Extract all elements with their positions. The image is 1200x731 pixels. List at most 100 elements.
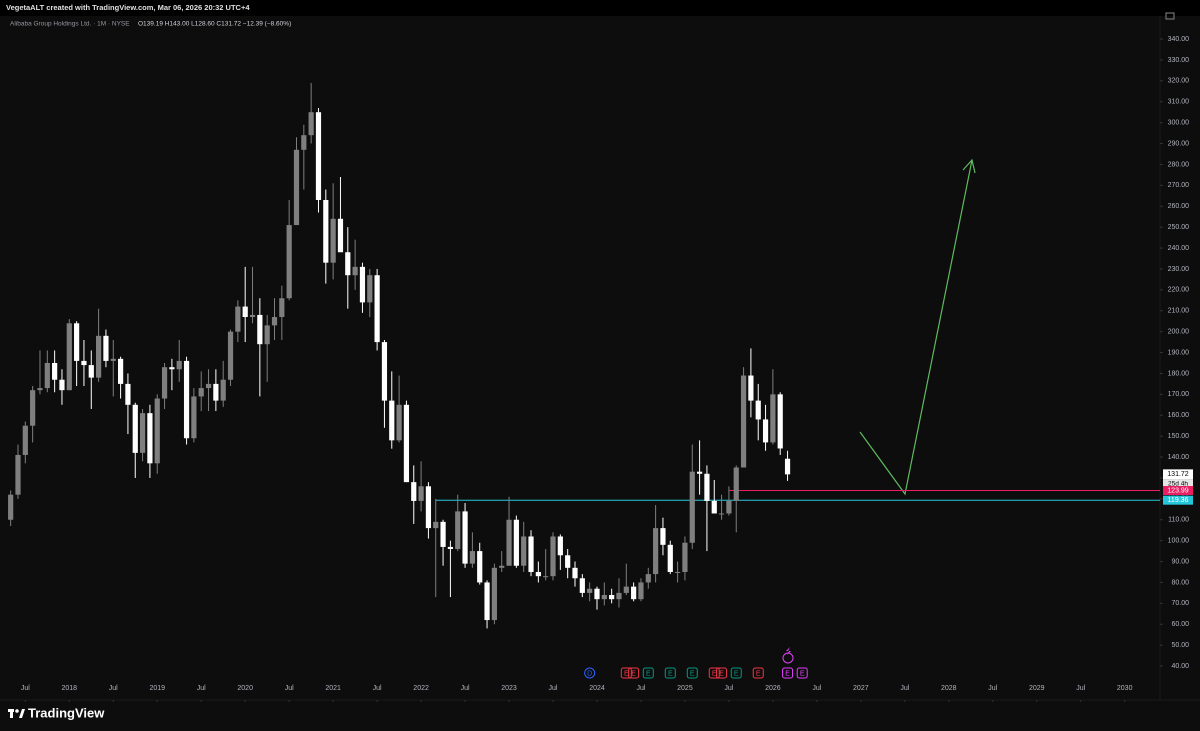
x-tick-label: Jul [197, 685, 206, 692]
ohlc: O139.19 H143.00 L128.60 C131.72 −12.39 (… [138, 21, 291, 28]
candle-body [682, 542, 688, 572]
candle-body [521, 536, 527, 566]
y-tick-label: 80.00 [1171, 579, 1189, 586]
event-label: E [719, 670, 724, 677]
event-marker: D [584, 667, 596, 679]
event-marker: E [752, 667, 764, 679]
y-tick-label: 90.00 [1171, 558, 1189, 565]
candle-body [198, 388, 204, 397]
candle-body [308, 112, 314, 136]
x-tick-label: 2030 [1117, 685, 1133, 692]
event-badge [708, 667, 720, 679]
candle-body [543, 576, 549, 578]
x-tick-label: 2025 [677, 685, 693, 692]
y-tick-label: 160.00 [1168, 412, 1190, 419]
candle-body [301, 135, 307, 150]
y-tick-label: 170.00 [1168, 391, 1190, 398]
y-tick-label: 190.00 [1168, 349, 1190, 356]
candle-body [117, 358, 124, 384]
event-label: E [800, 670, 805, 677]
candle-body [755, 400, 761, 420]
candle-body [784, 458, 791, 475]
candle-body [587, 588, 593, 593]
candle-body [15, 454, 21, 495]
event-label: E [734, 670, 739, 677]
event-label: E [690, 670, 695, 677]
event-badge [584, 667, 596, 679]
candle-body [169, 367, 175, 370]
candle-body [96, 335, 102, 378]
candle-body [345, 252, 351, 276]
candle-body [191, 396, 197, 439]
candle-body [645, 574, 651, 583]
event-label: E [646, 670, 651, 677]
x-tick-label: Jul [812, 685, 821, 692]
x-tick-label: Jul [373, 685, 382, 692]
y-tick-label: 280.00 [1168, 161, 1190, 168]
candle-body [418, 486, 424, 501]
y-tick-label: 180.00 [1168, 370, 1190, 377]
event-badge [620, 667, 632, 679]
candle-body [667, 544, 673, 572]
event-badge [730, 667, 742, 679]
camera-icon[interactable] [1165, 12, 1175, 20]
x-tick-label: 2023 [501, 685, 517, 692]
event-marker: E [708, 667, 720, 679]
candle-body [161, 367, 168, 399]
event-marker: E [730, 667, 742, 679]
candle-body [389, 400, 395, 441]
candle-body [293, 149, 300, 226]
candle-body [748, 375, 754, 401]
candle-body [477, 551, 483, 583]
y-tick-label: 230.00 [1168, 266, 1190, 273]
candle-body [601, 594, 607, 600]
candle-body [499, 565, 505, 568]
event-badge [642, 667, 654, 679]
author-line: VegetaALT created with TradingView.com, … [6, 3, 250, 12]
candle-body [572, 567, 578, 579]
candle-body [330, 218, 336, 263]
event-marker: E [628, 667, 640, 679]
candle-body [264, 325, 270, 345]
event-marker: E [782, 667, 794, 679]
split-ring [782, 652, 794, 664]
arrow-head [962, 158, 976, 174]
candle-body [513, 519, 519, 566]
candle-body [37, 388, 43, 391]
candle-body [689, 471, 695, 543]
y-tick-label: 150.00 [1168, 433, 1190, 440]
symbol: Alibaba Group Holdings Ltd. · 1M · NYSE [10, 21, 130, 28]
candle-body [411, 482, 417, 501]
event-marker: E [664, 667, 676, 679]
candle-body [52, 363, 58, 380]
candle-body [609, 594, 615, 600]
y-tick-label: 330.00 [1168, 57, 1190, 64]
candle-body [403, 404, 410, 483]
event-label: D [587, 670, 592, 677]
x-tick-label: Jul [549, 685, 558, 692]
candle-body [484, 582, 490, 621]
event-label: E [712, 670, 717, 677]
event-badge [782, 667, 794, 679]
countdown-box [1163, 479, 1193, 489]
event-marker: E [686, 667, 698, 679]
candle-body [675, 572, 681, 573]
event-badge [716, 667, 728, 679]
candle-body [22, 425, 28, 455]
x-tick-label: Jul [724, 685, 733, 692]
last-price-box [1163, 469, 1193, 480]
y-tick-label: 290.00 [1168, 140, 1190, 147]
level-label: 119.36 [1168, 497, 1189, 504]
candle-body [777, 394, 783, 449]
candle-body [337, 218, 344, 253]
candle-body [125, 383, 131, 405]
event-label: E [631, 670, 636, 677]
top-bar [0, 0, 1200, 16]
brand: TradingView [28, 705, 105, 720]
candle-body [381, 342, 388, 401]
candle-body [762, 419, 769, 443]
candle-body [770, 394, 776, 443]
candle-body [323, 199, 329, 263]
level-label: 123.99 [1167, 487, 1189, 494]
